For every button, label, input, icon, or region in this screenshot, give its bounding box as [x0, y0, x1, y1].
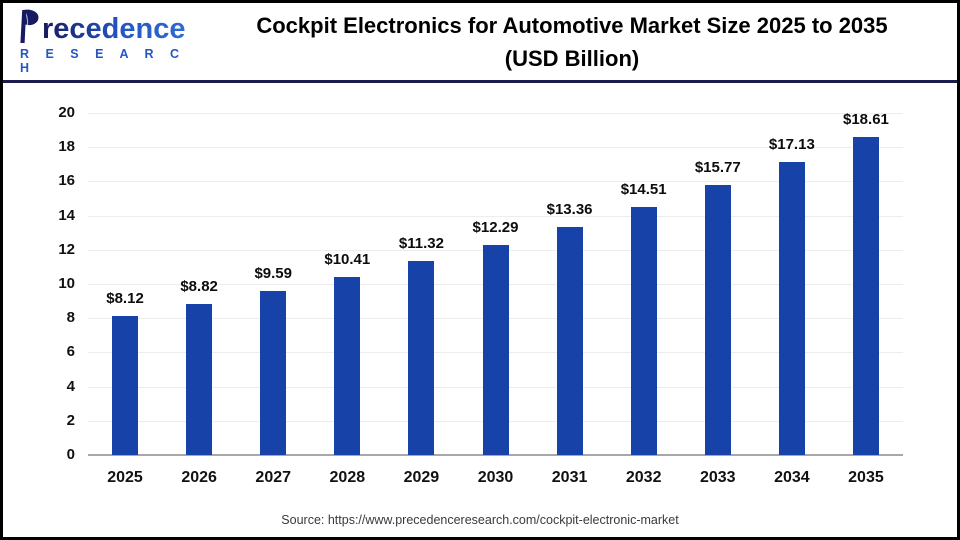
bar-2027: [260, 291, 287, 455]
bar-value-label-2025: $8.12: [106, 290, 144, 308]
bar-value-label-2035: $18.61: [843, 110, 889, 128]
x-tick-label-2032: 2032: [625, 469, 662, 486]
gridline-y-14: [88, 215, 903, 217]
header-divider-line: [3, 80, 957, 83]
bar-value-label-2029: $11.32: [398, 235, 444, 253]
y-tick-label-12: 12: [58, 240, 75, 258]
bar-value-label-2027: $9.59: [254, 265, 292, 282]
y-tick-label-8: 8: [66, 309, 75, 327]
y-tick-label-2: 2: [66, 411, 75, 429]
x-tick-label-2033: 2033: [699, 469, 736, 486]
gridline-y-16: [88, 181, 903, 183]
bar-2035: [852, 136, 879, 455]
bar-value-label-2026: $8.82: [180, 278, 218, 296]
precedence-research-logo: recedence R E S E A R C H: [17, 8, 197, 75]
leaf-p-logo-icon: [20, 9, 39, 43]
bar-value-label-2032: $14.51: [620, 180, 667, 198]
bar-2028: [334, 276, 361, 455]
bar-2032: [630, 206, 657, 455]
y-tick-label-6: 6: [66, 343, 75, 361]
y-tick-label-10: 10: [58, 275, 75, 292]
bar-value-label-2034: $17.13: [768, 136, 815, 154]
x-tick-label-2028: 2028: [329, 469, 366, 486]
x-tick-label-2026: 2026: [181, 469, 217, 486]
bar-2025: [112, 316, 139, 455]
x-tick-label-2031: 2031: [551, 469, 588, 486]
chart-title-line1: Cockpit Electronics for Automotive Marke…: [256, 12, 888, 38]
bar-2030: [482, 244, 509, 455]
bar-2033: [704, 185, 731, 455]
bar-2031: [556, 226, 583, 455]
logo-wordmark: recedence: [42, 13, 186, 45]
gridline-y-18: [88, 147, 903, 149]
bar-value-label-2028: $10.41: [324, 250, 371, 268]
bar-value-label-2031: $13.36: [546, 200, 593, 218]
x-tick-label-2034: 2034: [774, 469, 810, 486]
bar-chart-plot: Source: https://www.precedenceresearch.c…: [3, 83, 957, 537]
x-tick-label-2029: 2029: [403, 469, 440, 486]
y-tick-label-18: 18: [58, 138, 75, 156]
y-tick-label-4: 4: [66, 377, 75, 395]
logo-research-text: R E S E A R C H: [20, 47, 186, 75]
chart-title-line2: (USD Billion): [504, 45, 640, 71]
bar-2034: [778, 162, 805, 455]
y-tick-label-14: 14: [58, 206, 75, 224]
bar-value-label-2033: $15.77: [694, 159, 741, 177]
y-tick-label-20: 20: [58, 104, 75, 121]
bar-2029: [408, 261, 435, 455]
source-attribution: Source: https://www.precedenceresearch.c…: [281, 513, 679, 527]
header: recedence R E S E A R C H Cockpit Electr…: [3, 3, 957, 80]
x-tick-label-2027: 2027: [255, 469, 292, 486]
gridline-y-20: [88, 113, 903, 114]
y-tick-label-16: 16: [58, 172, 75, 190]
y-tick-label-0: 0: [66, 446, 75, 463]
x-tick-label-2025: 2025: [107, 469, 143, 486]
x-tick-label-2035: 2035: [848, 469, 884, 486]
bar-value-label-2030: $12.29: [472, 218, 519, 236]
x-tick-label-2030: 2030: [477, 469, 514, 486]
x-axis-baseline: [88, 454, 903, 456]
chart-title: Cockpit Electronics for Automotive Marke…: [197, 9, 957, 75]
bar-2026: [186, 304, 213, 455]
